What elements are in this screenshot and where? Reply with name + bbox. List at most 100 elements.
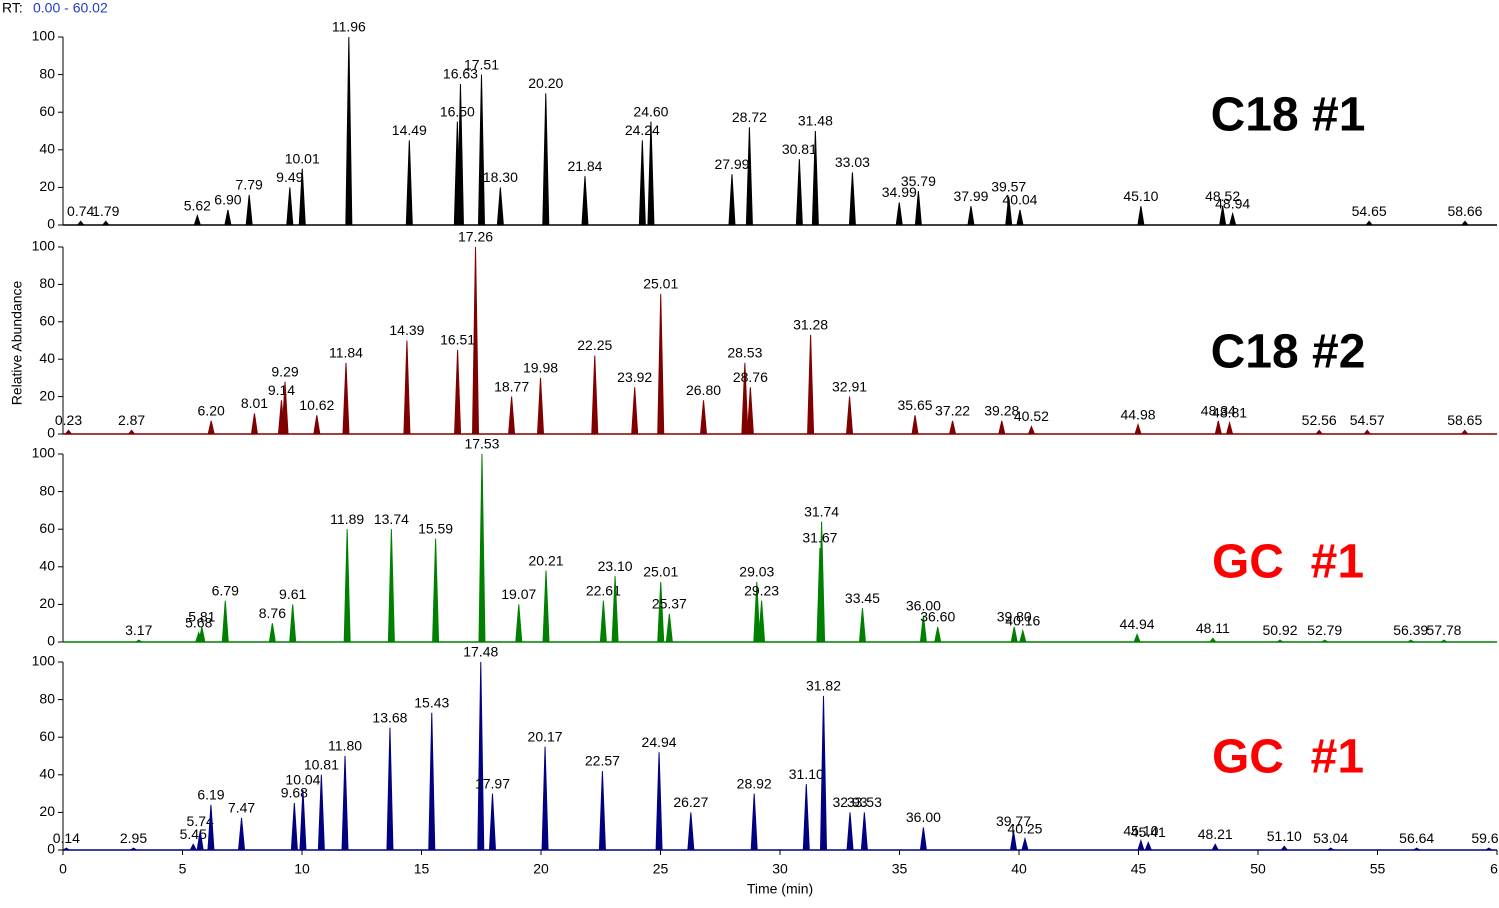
y-tick-label: 80: [39, 275, 55, 291]
peak: [1363, 429, 1372, 435]
peak-label: 30.81: [782, 141, 817, 157]
peak-label: 9.68: [281, 785, 308, 801]
y-tick-label: 20: [39, 178, 55, 194]
peak-label: 35.65: [898, 397, 933, 413]
peak-label: 3.17: [125, 622, 152, 638]
peak: [488, 793, 497, 851]
peak-label: 58.65: [1447, 412, 1482, 428]
x-tick-label: 15: [414, 861, 430, 877]
peak: [1137, 206, 1145, 226]
peak: [1134, 423, 1142, 435]
peak: [541, 746, 549, 851]
peak-label: 9.49: [276, 169, 303, 185]
y-tick-label: 60: [39, 520, 55, 536]
y-tick-label: 0: [47, 425, 55, 441]
peak-label: 35.79: [901, 173, 936, 189]
peak: [591, 355, 599, 435]
y-tick-label: 20: [39, 595, 55, 611]
peak: [914, 191, 922, 226]
peak-label: 17.97: [475, 775, 510, 791]
peak-label: 0.14: [53, 830, 80, 846]
peak: [456, 83, 464, 226]
peak-label: 10.04: [285, 772, 320, 788]
rt-range: 0.00 - 60.02: [33, 0, 108, 16]
peak: [221, 600, 229, 643]
peak-label: 11.80: [328, 738, 362, 754]
peak: [542, 93, 550, 226]
peak-label: 8.76: [259, 605, 286, 621]
peak: [655, 752, 663, 851]
peak-label: 54.57: [1350, 412, 1385, 428]
peak-label: 32.91: [832, 378, 867, 394]
peak: [1009, 831, 1018, 851]
peak: [472, 246, 480, 435]
peak-label: 14.49: [392, 122, 427, 138]
peak: [846, 812, 854, 851]
peak-label: 53.04: [1313, 830, 1348, 846]
peak-label: 36.60: [920, 609, 955, 625]
peak-label: 24.24: [625, 122, 660, 138]
x-axis-label: Time (min): [747, 881, 813, 897]
peak: [741, 362, 749, 435]
peak: [477, 661, 485, 851]
peak: [342, 362, 350, 435]
peak: [746, 387, 754, 435]
peak-label: 37.22: [935, 403, 970, 419]
peak: [1214, 420, 1222, 435]
peak-label: 26.27: [673, 794, 708, 810]
peak-label: 28.53: [727, 345, 762, 361]
peak-label: 18.30: [483, 169, 518, 185]
peak-label: 17.48: [463, 644, 498, 660]
peak-label: 52.79: [1307, 622, 1342, 638]
y-tick-label: 80: [39, 65, 55, 81]
peak-label: 40.25: [1007, 820, 1042, 836]
y-tick-label: 80: [39, 690, 55, 706]
peak-label: 6.19: [197, 787, 224, 803]
peak: [657, 581, 665, 643]
peak-label: 23.92: [617, 369, 652, 385]
peak: [290, 802, 298, 851]
peak-label: 0.74: [67, 203, 94, 219]
x-tick-label: 45: [1131, 861, 1147, 877]
peak-label: 2.87: [118, 412, 145, 428]
peak-label: 25.01: [643, 564, 678, 580]
peak: [919, 615, 927, 643]
peak: [1460, 220, 1470, 226]
peak: [1439, 639, 1449, 643]
y-tick-label: 40: [39, 141, 55, 157]
peak: [387, 529, 395, 643]
peak: [1208, 637, 1217, 643]
peak-label: 54.65: [1352, 203, 1387, 219]
peak: [657, 293, 665, 435]
panel-title: GC #1: [1212, 536, 1364, 589]
peak-label: 56.39: [1393, 622, 1428, 638]
peak: [299, 789, 307, 851]
peak: [1229, 211, 1237, 226]
peak: [198, 626, 206, 643]
peak: [1484, 847, 1494, 851]
peak-label: 25.01: [643, 275, 678, 291]
peak-label: 11.84: [329, 345, 363, 361]
peak-label: 28.76: [733, 369, 768, 385]
peak: [1280, 845, 1289, 851]
y-tick-label: 40: [39, 350, 55, 366]
peak: [298, 168, 306, 226]
peak-label: 44.98: [1120, 406, 1155, 422]
peak-label: 5.81: [188, 609, 215, 625]
peak: [193, 213, 202, 226]
peak-label: 16.51: [440, 332, 475, 348]
peak-label: 16.63: [443, 66, 478, 82]
peak-label: 20.21: [528, 552, 563, 568]
peak: [1325, 847, 1336, 851]
peak: [758, 600, 766, 643]
peak: [699, 400, 708, 435]
peak-label: 40.16: [1005, 612, 1040, 628]
peak: [795, 159, 803, 226]
peak-label: 39.77: [996, 813, 1031, 829]
peak-label: 11.89: [330, 511, 364, 527]
peak: [432, 538, 440, 643]
peak-label: 48.81: [1212, 404, 1247, 420]
peak: [134, 639, 144, 643]
peak: [1010, 626, 1018, 643]
